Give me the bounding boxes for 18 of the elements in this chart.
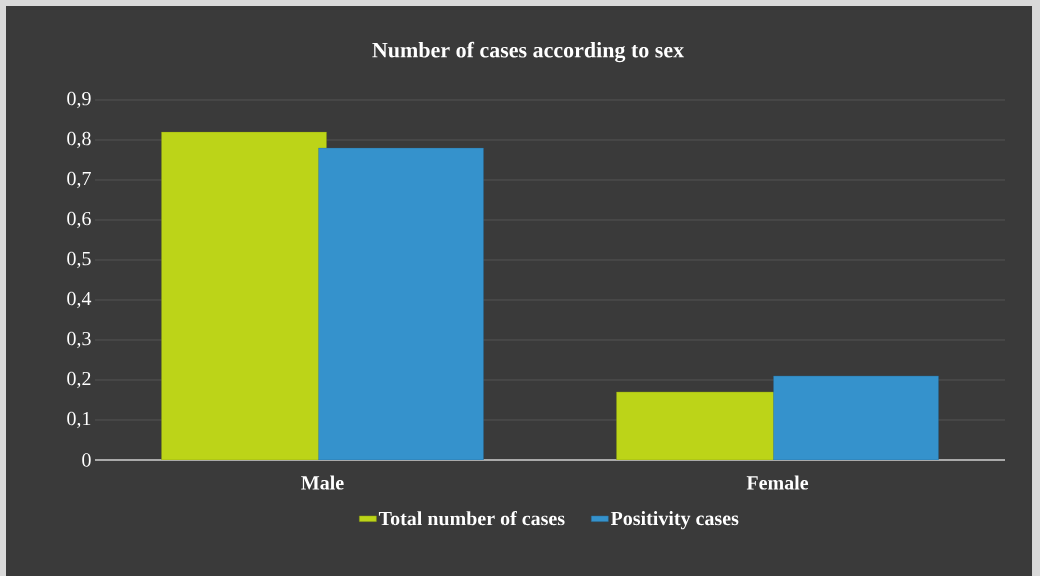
chart-title: Number of cases according to sex <box>372 41 684 63</box>
y-tick-label: 0,9 <box>67 91 91 109</box>
y-tick-label: 0,3 <box>67 331 91 349</box>
legend-label: Positivity cases <box>610 511 739 530</box>
y-tick-label: 0,4 <box>67 291 92 309</box>
y-tick-label: 0,5 <box>67 251 91 269</box>
x-tick-label: Male <box>301 475 344 490</box>
legend-label: Total number of cases <box>378 511 565 526</box>
y-tick-label: 0,7 <box>67 171 91 189</box>
y-tick-label: 0,6 <box>67 211 91 229</box>
bar <box>318 147 484 460</box>
x-tick-label: Female <box>746 475 809 490</box>
y-tick-label: 0,8 <box>67 131 91 149</box>
bar <box>773 375 939 460</box>
bar <box>161 131 327 460</box>
y-tick-label: 0,1 <box>67 411 91 429</box>
y-tick-label: 0 <box>82 453 91 467</box>
y-tick-label: 0,2 <box>67 371 91 389</box>
